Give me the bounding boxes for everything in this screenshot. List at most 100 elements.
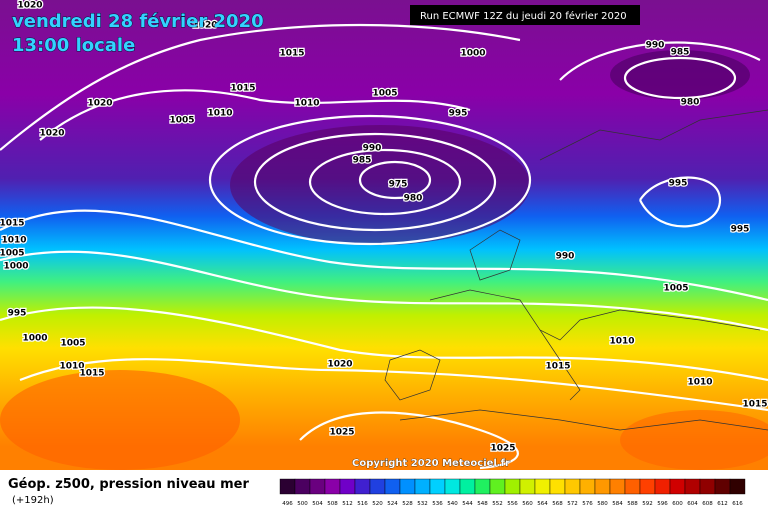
isobar-label: 1000	[460, 49, 485, 59]
time: 13:00 locale	[12, 35, 135, 56]
colorbar-swatch	[384, 478, 401, 495]
isobar-label: 1010	[207, 109, 232, 119]
colorbar-label: 512	[342, 501, 353, 507]
colorbar-label: 592	[642, 501, 653, 507]
colorbar-swatch	[414, 478, 431, 495]
colorbar-label: 604	[687, 501, 698, 507]
colorbar-swatch	[564, 478, 581, 495]
colorbar-label: 504	[312, 501, 323, 507]
isobar-label: 1010	[59, 362, 84, 372]
colorbar-label: 544	[462, 501, 473, 507]
isobar-label: 1005	[60, 339, 85, 349]
run-info: Run ECMWF 12Z du jeudi 20 février 2020	[420, 10, 627, 22]
isobar-label: 1020	[17, 1, 42, 11]
high-core	[0, 370, 240, 470]
isobar-label: 1015	[230, 84, 255, 94]
colorbar-label: 588	[627, 501, 638, 507]
colorbar-label: 536	[432, 501, 443, 507]
colorbar-swatch	[279, 478, 296, 495]
colorbar-swatch	[714, 478, 731, 495]
colorbar-label: 500	[297, 501, 308, 507]
isobar-label: 1025	[329, 428, 354, 438]
colorbar-label: 508	[327, 501, 338, 507]
isobar-label: 990	[646, 41, 665, 51]
colorbar-swatch	[399, 478, 416, 495]
colorbar-label: 596	[657, 501, 668, 507]
colorbar-swatch	[429, 478, 446, 495]
colorbar-swatch	[504, 478, 521, 495]
colorbar-swatch	[474, 478, 491, 495]
lead-time: (+192h)	[12, 495, 54, 506]
colorbar-label: 576	[582, 501, 593, 507]
colorbar-swatch	[369, 478, 386, 495]
isobar-label: 995	[669, 179, 688, 189]
colorbar-swatch	[609, 478, 626, 495]
colorbar-label: 528	[402, 501, 413, 507]
isobar-label: 1015	[79, 369, 104, 379]
isobar-label: 985	[671, 48, 690, 58]
colorbar-swatch	[459, 478, 476, 495]
colorbar-swatch	[684, 478, 701, 495]
colorbar-label: 612	[717, 501, 728, 507]
colorbar-label: 572	[567, 501, 578, 507]
colorbar-label: 600	[672, 501, 683, 507]
colorbar-label: 560	[522, 501, 533, 507]
colorbar-swatch	[354, 478, 371, 495]
isobar-label: 980	[404, 194, 423, 204]
low-core	[230, 125, 530, 245]
colorbar-swatch	[579, 478, 596, 495]
isobar-label: 995	[8, 309, 27, 319]
isobar-label: 1020	[87, 99, 112, 109]
legend-title: Géop. z500, pression niveau mer	[8, 477, 249, 492]
colorbar-label: 564	[537, 501, 548, 507]
isobar-label: 1005	[663, 284, 688, 294]
colorbar-swatch	[549, 478, 566, 495]
colorbar-label: 584	[612, 501, 623, 507]
colorbar-label: 496	[282, 501, 293, 507]
isobar-label: 975	[389, 180, 408, 190]
colorbar-swatch	[669, 478, 686, 495]
isobar-label: 1020	[39, 129, 64, 139]
isobar-label: 1000	[22, 334, 47, 344]
colorbar-label: 616	[732, 501, 743, 507]
colorbar-swatch	[594, 478, 611, 495]
isobar-label: 1025	[490, 444, 515, 454]
isobar-label: 1000	[3, 262, 28, 272]
colorbar-label: 568	[552, 501, 563, 507]
colorbar-label: 520	[372, 501, 383, 507]
copyright: Copyright 2020 Meteociel.fr	[352, 458, 510, 469]
isobar-label: 1010	[687, 378, 712, 388]
isobar-label: 990	[363, 144, 382, 154]
colorbar-swatch	[324, 478, 341, 495]
colorbar-swatch	[519, 478, 536, 495]
colorbar-label: 580	[597, 501, 608, 507]
coastlines	[384, 109, 768, 431]
isobar-label: 995	[449, 109, 468, 119]
colorbar-label: 540	[447, 501, 458, 507]
colorbar-label: 608	[702, 501, 713, 507]
colorbar-label: 552	[492, 501, 503, 507]
isobar-label: 1005	[372, 89, 397, 99]
isobars	[0, 23, 768, 470]
isobar-label: 1015	[545, 362, 570, 372]
colorbar-swatch	[489, 478, 506, 495]
colorbar-swatch	[624, 478, 641, 495]
high-core	[620, 410, 768, 470]
colorbar-swatch	[339, 478, 356, 495]
isobar-label: 1015	[742, 400, 767, 410]
isobar-label: 990	[556, 252, 575, 262]
colorbar-label: 524	[387, 501, 398, 507]
isobar-label: 980	[681, 98, 700, 108]
isobar-label: 1015	[0, 219, 25, 229]
colorbar-swatch	[699, 478, 716, 495]
isobar-label: 1010	[294, 99, 319, 109]
colorbar-swatch	[444, 478, 461, 495]
date: vendredi 28 février 2020	[12, 11, 264, 32]
isobar-label: 1010	[1, 236, 26, 246]
isobar-label: 1015	[279, 49, 304, 59]
isobar-label: 1020	[192, 21, 217, 31]
isobar-label: 1005	[169, 116, 194, 126]
colorbar-swatch	[654, 478, 671, 495]
colorbar-swatch	[309, 478, 326, 495]
